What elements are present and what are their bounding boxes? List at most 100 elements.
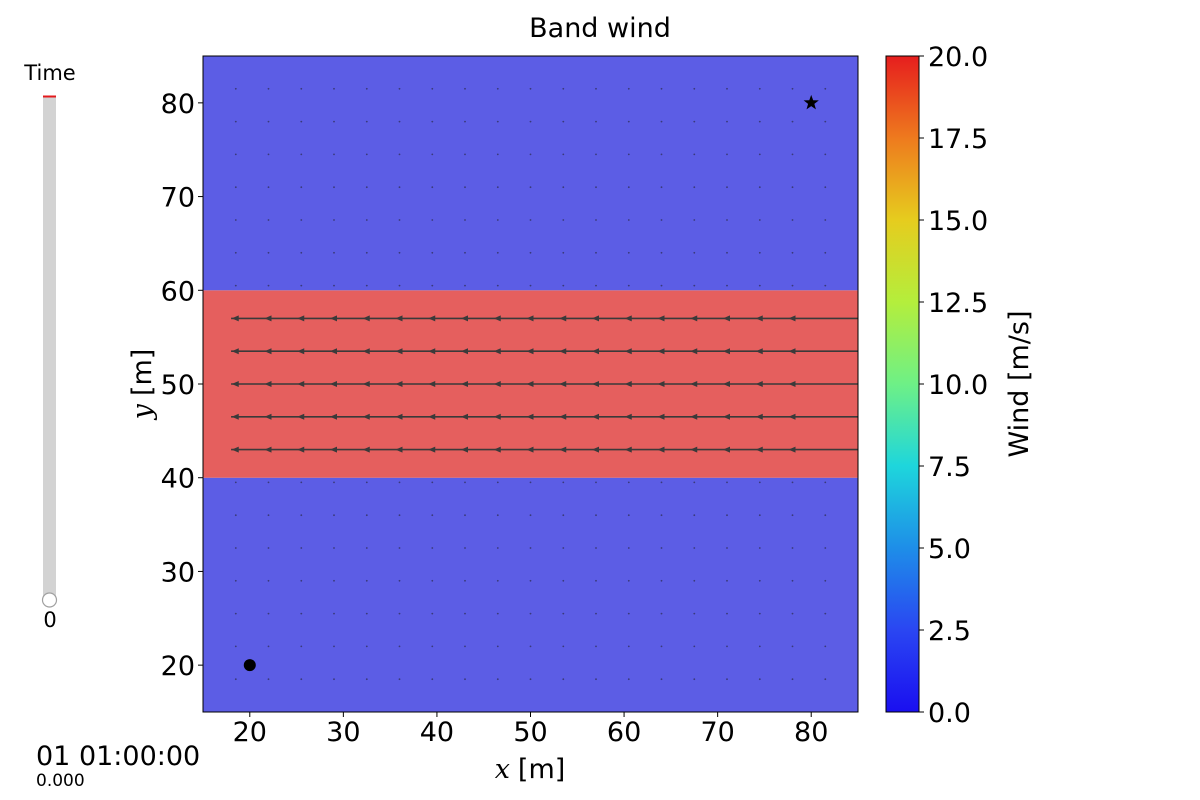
wind-vector-dot [627, 579, 630, 582]
wind-vector-dot [464, 284, 466, 287]
streamline-arrow [624, 446, 632, 453]
wind-vector-dot [300, 678, 303, 681]
wind-vector-dot [398, 612, 401, 615]
wind-vector-dot [431, 120, 434, 123]
streamline-arrow [428, 381, 436, 387]
wind-vector-dot [496, 612, 499, 615]
streamline-arrow [592, 348, 599, 355]
streamline-arrow [690, 348, 698, 355]
wind-vector-dot [529, 547, 532, 549]
wind-vector-dot [464, 579, 466, 582]
wind-vector-dot [333, 120, 335, 123]
streamline-arrow [428, 413, 436, 420]
wind-vector-dot [627, 678, 630, 681]
wind-vector-dot [824, 219, 827, 221]
time-slider-track[interactable] [43, 96, 56, 600]
wind-vector-dot [464, 547, 466, 549]
wind-vector-dot [693, 186, 696, 189]
wind-vector-dot [660, 153, 663, 156]
wind-vector-dot [464, 186, 466, 189]
wind-vector-dot [234, 547, 237, 549]
streamline-arrow [657, 315, 665, 322]
wind-vector-dot [791, 186, 794, 189]
wind-vector-dot [758, 612, 761, 615]
wind-vector-dot [726, 481, 728, 484]
streamline-arrow [592, 315, 599, 322]
streamline-arrow [461, 413, 468, 420]
wind-vector-dot [791, 547, 794, 549]
wind-vector-dot [234, 579, 237, 582]
time-slider[interactable]: Time 0 [23, 61, 75, 632]
wind-vector-dot [791, 514, 794, 517]
wind-vector-dot [234, 481, 237, 484]
wind-vector-dot [267, 514, 270, 517]
wind-vector-dot [529, 186, 532, 189]
wind-vector-dot [824, 481, 827, 484]
streamline-arrow [755, 413, 763, 420]
wind-vector-dot [595, 251, 597, 254]
streamline-arrow [362, 381, 370, 387]
wind-vector-dot [726, 678, 728, 681]
wind-vector-dot [693, 514, 696, 517]
wind-vector-dot [693, 645, 696, 648]
goal-point-marker [803, 94, 819, 110]
wind-vector-dot [595, 678, 597, 681]
streamline-arrow [461, 348, 468, 355]
wind-vector-dot [267, 284, 270, 287]
wind-vector-dot [693, 612, 696, 615]
time-slider-handle[interactable] [41, 592, 58, 608]
streamline-arrow [395, 315, 403, 322]
wind-vector-dot [300, 186, 303, 189]
wind-vector-dot [365, 251, 368, 254]
wind-vector-dot [758, 645, 761, 648]
wind-vector-dot [333, 612, 335, 615]
wind-vector-dot [398, 219, 401, 221]
y-tick-label: 20 [161, 651, 195, 682]
wind-vector-dot [365, 579, 368, 582]
wind-vector-dot [824, 514, 827, 517]
wind-vector-dot [693, 481, 696, 484]
wind-vector-dot [464, 678, 466, 681]
streamline-arrow [297, 315, 305, 322]
wind-vector-dot [431, 251, 434, 254]
wind-vector-dot [464, 645, 466, 648]
wind-vector-dot [529, 251, 532, 254]
wind-vector-dot [234, 284, 237, 287]
streamline-arrow [428, 446, 436, 453]
wind-vector-dot [333, 186, 335, 189]
streamline-arrow [264, 348, 272, 355]
streamline-arrow [788, 315, 796, 322]
streamline-arrow [559, 446, 567, 453]
wind-vector-dot [627, 284, 630, 287]
wind-vector-dot [758, 219, 761, 221]
wind-vector-dot [595, 579, 597, 582]
wind-vector-dot [595, 284, 597, 287]
wind-vector-dot [398, 547, 401, 549]
streamline-arrow [526, 381, 534, 387]
wind-vector-dot [627, 612, 630, 615]
wind-vector-dot [693, 284, 696, 287]
y-tick-label: 70 [161, 183, 195, 214]
wind-vector-dot [300, 547, 303, 549]
wind-vector-dot [824, 645, 827, 648]
wind-vector-dot [398, 87, 401, 90]
wind-vector-dot [365, 186, 368, 189]
streamline-arrow [330, 381, 337, 387]
wind-vector-dot [824, 612, 827, 615]
colorbar-gradient [885, 55, 920, 713]
streamline-arrow [493, 381, 501, 387]
x-tick-label: 70 [700, 717, 734, 748]
streamline-arrow [559, 348, 567, 355]
streamline-arrow [624, 315, 632, 322]
streamline-arrow [493, 315, 501, 322]
streamline-arrow [231, 413, 239, 420]
wind-vector-dot [496, 186, 499, 189]
x-tick-label: 50 [513, 717, 547, 748]
streamline-arrow [690, 413, 698, 420]
wind-vector-dot [529, 645, 532, 648]
time-readout-timestamp: 01 01:00:00 [36, 741, 201, 772]
wind-vector-dot [693, 153, 696, 156]
streamline-arrow [493, 446, 501, 453]
wind-vector-dot [660, 612, 663, 615]
